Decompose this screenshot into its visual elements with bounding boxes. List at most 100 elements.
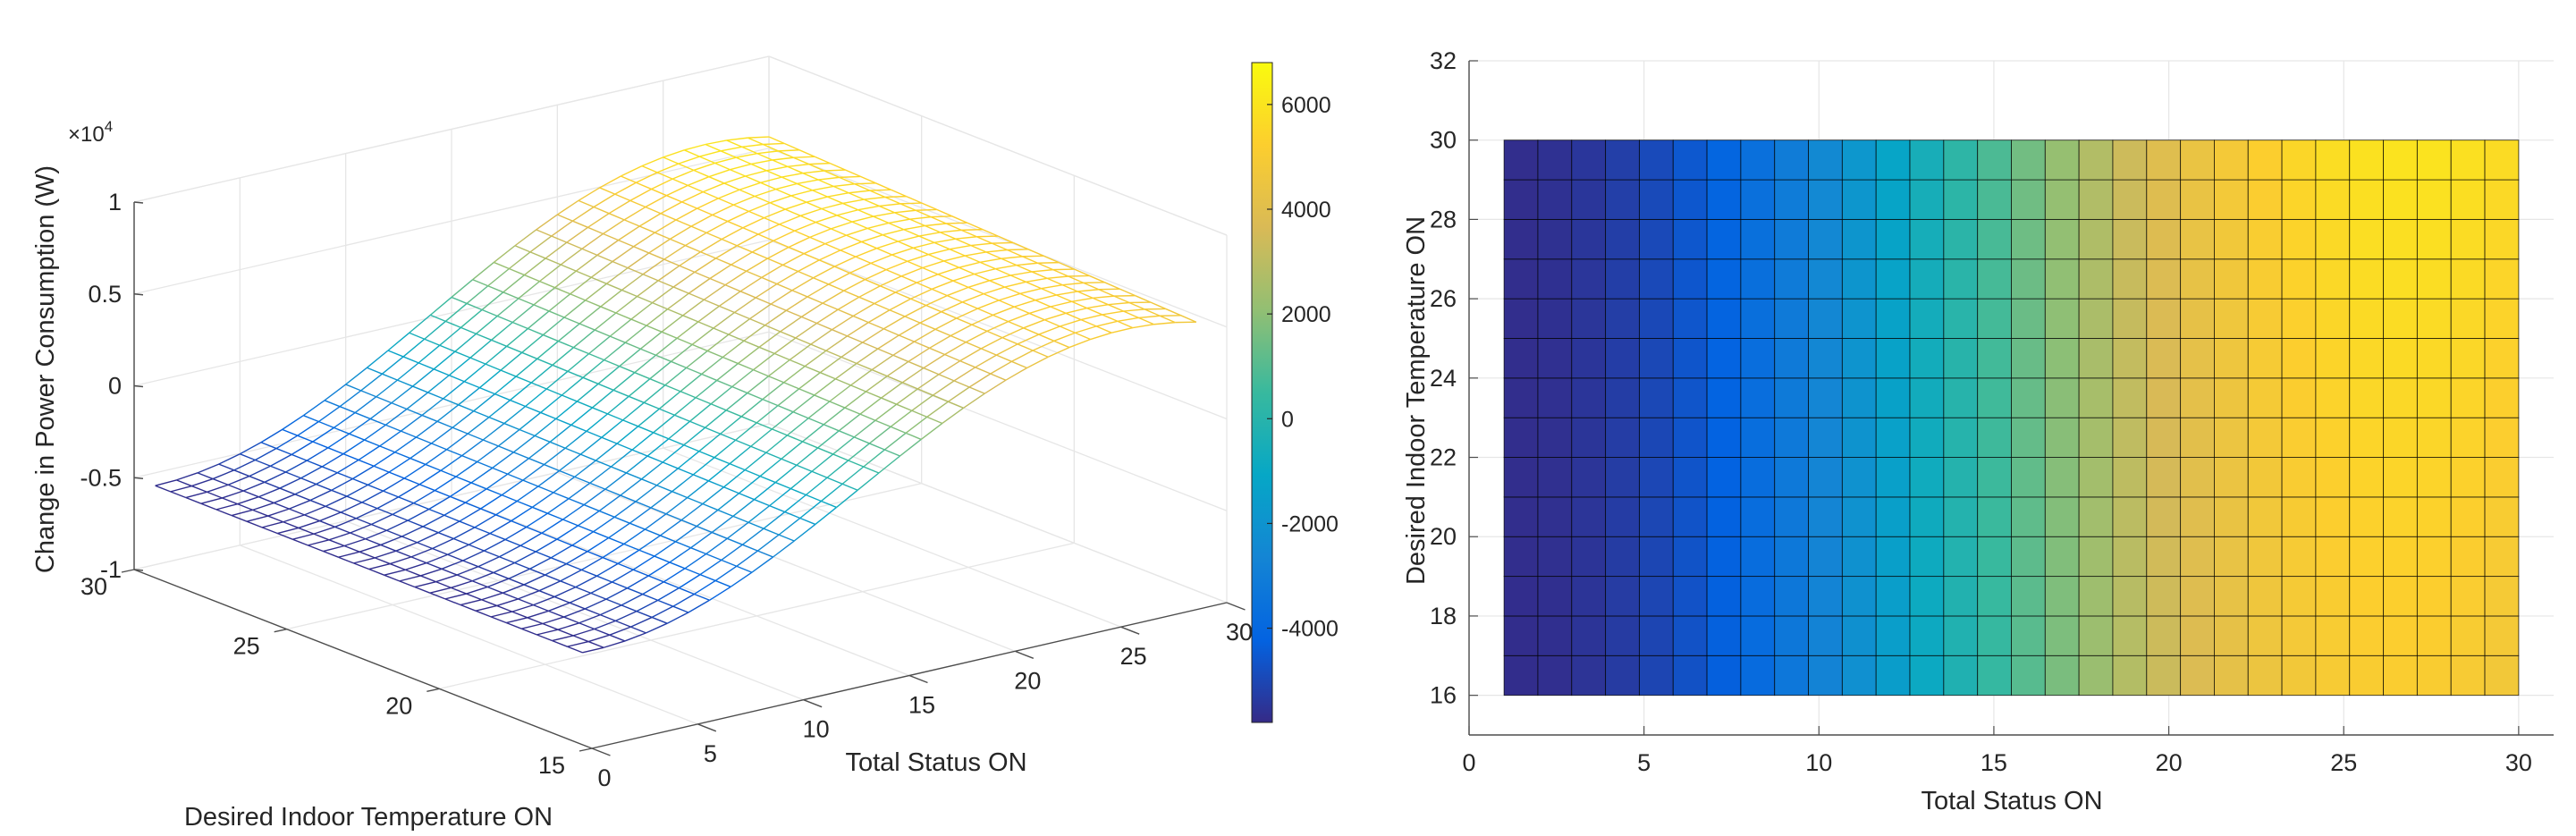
surface-mesh-segment	[726, 393, 747, 410]
surface-mesh-segment	[1017, 263, 1038, 265]
surface-mesh-segment	[646, 309, 668, 325]
surface-mesh-segment	[639, 536, 661, 550]
surface-mesh-segment	[490, 521, 511, 534]
surface-mesh-segment	[468, 434, 483, 440]
heatmap-cell	[2384, 497, 2418, 536]
heatmap-cell	[2248, 616, 2282, 655]
surface-mesh-segment	[308, 545, 323, 552]
heatmap-cell	[1606, 378, 1640, 418]
surface-mesh-segment	[453, 538, 469, 545]
surface-mesh-segment	[508, 474, 523, 480]
surface-mesh-segment	[722, 240, 737, 246]
heatmap-cell	[1978, 616, 2012, 655]
heatmap-cell	[2045, 458, 2079, 497]
surface-mesh-segment	[879, 204, 900, 207]
surface-mesh-segment	[445, 321, 460, 327]
surface-mesh-segment	[687, 367, 702, 374]
surface-mesh-segment	[860, 176, 875, 182]
surface-mesh-segment	[630, 200, 646, 207]
surface-mesh-segment	[419, 485, 435, 491]
surface-mesh-segment	[558, 324, 579, 342]
surface-mesh-segment	[415, 587, 430, 594]
surface-mesh-segment	[410, 315, 431, 333]
surface-mesh-segment	[981, 349, 996, 355]
surface-mesh-segment	[442, 569, 457, 575]
surface-mesh-segment	[1029, 307, 1051, 313]
surface-mesh-segment	[545, 242, 567, 258]
surface-mesh-segment	[715, 566, 737, 580]
surface-mesh-segment	[1123, 309, 1144, 311]
surface-mesh-segment	[721, 147, 742, 151]
surface-mesh-segment	[770, 506, 785, 512]
surface-mesh-segment	[642, 479, 657, 486]
heatmap-cell	[1978, 418, 2012, 457]
surface-mesh-segment	[524, 575, 545, 585]
surface-mesh-segment	[663, 157, 679, 164]
surface-mesh-segment	[804, 254, 819, 260]
surface-mesh-segment	[773, 160, 788, 166]
surface-mesh-segment	[303, 401, 325, 416]
heatmap-cell	[1538, 497, 1572, 536]
surface-mesh-segment	[688, 481, 709, 498]
surface-mesh-segment	[697, 527, 712, 533]
surface-mesh-segment	[757, 551, 773, 557]
surface-mesh-segment	[841, 357, 857, 363]
surface-mesh-segment	[520, 533, 542, 545]
surface-mesh-segment	[452, 411, 474, 427]
surface-mesh-segment	[528, 311, 549, 329]
heatmap-cell	[1707, 140, 1741, 180]
heatmap-cell	[1572, 338, 1606, 377]
heatmap-cell	[1978, 577, 2012, 616]
surface-mesh-segment	[665, 367, 687, 384]
surface-mesh-segment	[702, 357, 723, 374]
surface-mesh-segment	[596, 563, 618, 576]
surface-mesh-segment	[606, 283, 621, 290]
surface-mesh-segment	[815, 507, 837, 524]
surface-mesh-segment	[825, 235, 847, 243]
surface-mesh-segment	[913, 248, 928, 254]
heatmap-cell	[2417, 616, 2451, 655]
surface-mesh-segment	[849, 263, 871, 273]
surface-mesh-segment	[812, 471, 827, 477]
surface-mesh-segment	[592, 390, 613, 408]
surface-mesh-segment	[366, 530, 387, 538]
surface-mesh-segment	[329, 533, 351, 540]
surface-mesh-segment	[712, 516, 733, 532]
surface-mesh-segment	[249, 477, 265, 483]
surface-mesh-segment	[435, 491, 450, 497]
surface-mesh-segment	[589, 354, 604, 360]
heatmap-cell	[1673, 458, 1707, 497]
surface-mesh-segment	[238, 497, 259, 504]
surface-mesh-segment	[483, 424, 504, 440]
surface-mesh-segment	[745, 470, 760, 477]
surface-mesh-segment	[539, 581, 561, 591]
surface-mesh-segment	[213, 470, 234, 479]
heatmap-cell	[1910, 140, 1944, 180]
surface-mesh-segment	[848, 336, 863, 342]
surface-mesh-segment	[664, 259, 680, 266]
surface-mesh-segment	[545, 448, 566, 464]
heatmap-cell	[2384, 219, 2418, 258]
surface-mesh-segment	[517, 486, 538, 502]
surface-mesh-segment	[698, 306, 720, 322]
surface-mesh-segment	[727, 138, 748, 140]
surface-mesh-segment	[843, 199, 865, 203]
surface-mesh-segment	[638, 409, 660, 426]
surface-mesh-segment	[1181, 316, 1196, 322]
surface-mesh-segment	[778, 389, 799, 406]
surface-mesh-segment	[874, 213, 895, 216]
surface-mesh-segment	[755, 500, 770, 506]
surface-mesh-segment	[1111, 328, 1133, 334]
surface-mesh-segment	[565, 448, 580, 454]
surface-mesh-segment	[579, 307, 601, 324]
surface-mesh-segment	[1039, 334, 1054, 341]
surface-mesh-segment	[388, 350, 403, 357]
surface-mesh-segment	[828, 193, 849, 197]
surface-mesh-segment	[999, 293, 1020, 300]
surface-mesh-segment	[808, 401, 830, 418]
surface-mesh-segment	[807, 284, 829, 297]
surface-mesh-segment	[746, 176, 761, 182]
surface-mesh-segment	[942, 302, 963, 312]
surface-mesh-segment	[735, 312, 750, 318]
heatmap-x-tick-label: 30	[2505, 749, 2532, 776]
